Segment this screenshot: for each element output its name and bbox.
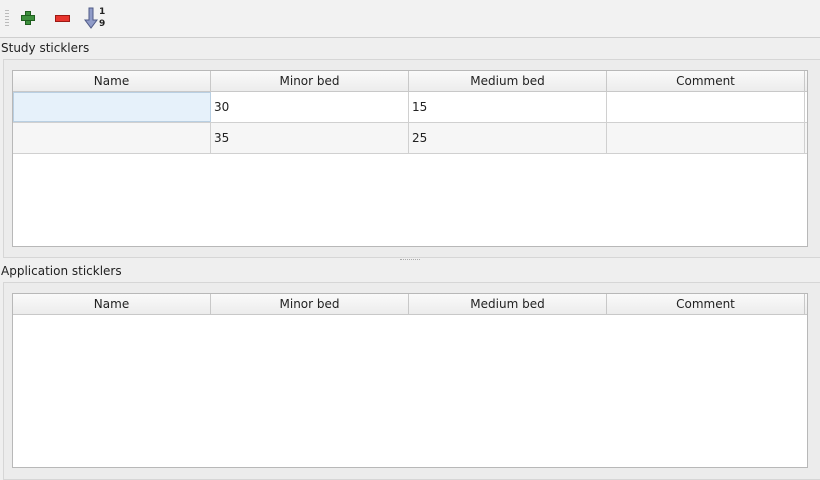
cell-name[interactable] (13, 123, 211, 153)
column-header-comment[interactable]: Comment (607, 71, 805, 91)
study-sticklers-label: Study sticklers (1, 41, 90, 55)
sort-top-digit: 1 (99, 7, 106, 17)
cell-name[interactable] (13, 92, 211, 122)
sort-bottom-digit: 9 (99, 19, 106, 29)
sort-ascending-icon: 1 9 (84, 6, 106, 30)
cell-comment[interactable] (607, 123, 805, 153)
table-row[interactable]: 35 25 (13, 123, 807, 154)
cell-medium-bed[interactable]: 15 (409, 92, 607, 122)
add-button[interactable] (17, 7, 39, 29)
application-sticklers-table[interactable]: Name Minor bed Medium bed Comment (12, 293, 808, 468)
splitter-handle[interactable] (400, 259, 420, 261)
toolbar-grip[interactable] (5, 10, 9, 26)
toolbar: 1 9 (0, 0, 820, 38)
add-icon (21, 11, 35, 25)
column-header-name[interactable]: Name (13, 71, 211, 91)
table-row[interactable]: 30 15 (13, 92, 807, 123)
column-header-medium-bed[interactable]: Medium bed (409, 294, 607, 314)
remove-button[interactable] (51, 7, 73, 29)
cell-minor-bed[interactable]: 30 (211, 92, 409, 122)
column-header-minor-bed[interactable]: Minor bed (211, 294, 409, 314)
cell-medium-bed[interactable]: 25 (409, 123, 607, 153)
study-sticklers-table[interactable]: Name Minor bed Medium bed Comment 30 15 … (12, 70, 808, 247)
column-header-comment[interactable]: Comment (607, 294, 805, 314)
sort-button[interactable]: 1 9 (84, 7, 106, 29)
application-sticklers-label: Application sticklers (1, 264, 122, 278)
column-header-medium-bed[interactable]: Medium bed (409, 71, 607, 91)
column-header-minor-bed[interactable]: Minor bed (211, 71, 409, 91)
column-header-name[interactable]: Name (13, 294, 211, 314)
cell-minor-bed[interactable]: 35 (211, 123, 409, 153)
down-arrow-icon (84, 7, 98, 29)
cell-comment[interactable] (607, 92, 805, 122)
remove-icon (54, 14, 70, 22)
